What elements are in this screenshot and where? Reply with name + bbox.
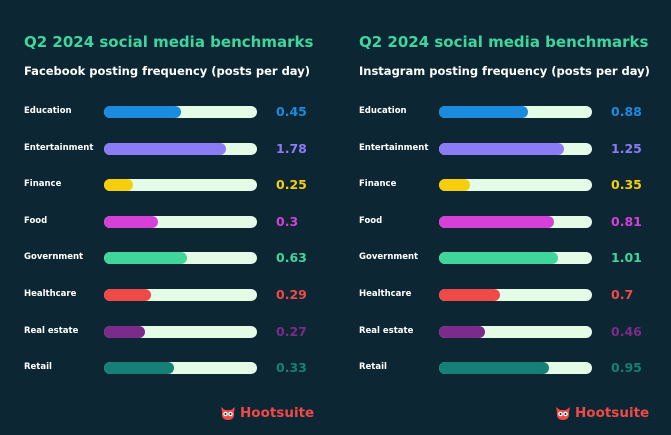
category-label: Finance [24,179,62,190]
bar-track [439,215,592,228]
logo-text: Hootsuite [240,405,315,421]
value-label: 0.27 [276,323,307,339]
bar [439,362,550,375]
bar [439,142,565,155]
bar [104,289,152,301]
chart-title: Q2 2024 social media benchmarks [359,33,649,51]
category-label: Real estate [359,325,414,336]
value-label: 0.25 [276,177,307,193]
bar [439,252,559,265]
category-label: Government [24,252,84,263]
bar-row: Entertainment 1.78 [24,140,324,156]
bar-track [104,325,257,338]
bar-row: Retail 0.95 [359,360,659,376]
bar [104,215,158,228]
bar [439,179,470,192]
bar-row: Food 0.3 [24,213,324,229]
value-label: 0.3 [276,213,299,229]
bar-track [104,179,257,192]
bar-row: Food 0.81 [359,213,659,229]
category-label: Finance [359,179,397,190]
bar-track [439,325,592,338]
value-label: 0.29 [276,287,307,302]
bar-track [439,179,592,192]
bar-track [104,106,257,118]
category-label: Entertainment [24,142,94,153]
value-label: 0.46 [611,323,642,339]
value-label: 0.45 [276,104,307,119]
category-label: Real estate [24,325,79,336]
category-label: Healthcare [24,289,77,299]
chart-subtitle: Facebook posting frequency (posts per da… [24,64,310,78]
bar-row: Real estate 0.27 [24,323,324,339]
value-label: 0.63 [276,250,307,266]
facebook-panel: Q2 2024 social media benchmarks Facebook… [0,0,335,435]
bar [439,289,501,301]
bar-row: Finance 0.35 [359,177,659,193]
value-label: 0.7 [611,287,634,302]
chart-title: Q2 2024 social media benchmarks [24,33,314,51]
category-label: Retail [24,362,52,373]
value-label: 0.35 [611,177,642,193]
category-label: Education [24,106,72,116]
owl-icon [556,406,570,420]
category-label: Government [359,252,419,263]
bar-track [439,362,592,375]
owl-icon [221,406,235,420]
bar-row: Real estate 0.46 [359,323,659,339]
value-label: 0.81 [611,213,642,229]
category-label: Retail [359,362,387,373]
value-label: 0.95 [611,360,642,376]
hootsuite-logo: Hootsuite [220,405,314,421]
bar-track [439,106,592,118]
value-label: 1.01 [611,250,642,266]
bar-row: Education 0.45 [24,104,324,119]
bar-track [104,362,257,375]
bar-track [104,142,257,155]
bar-track [439,289,592,301]
bar [104,362,175,375]
value-label: 1.25 [611,140,642,156]
bar [439,106,528,118]
bar [439,325,485,338]
hootsuite-logo: Hootsuite [555,405,649,421]
bar-track [104,215,257,228]
bar [104,252,187,265]
category-label: Entertainment [359,142,429,153]
bar-row: Finance 0.25 [24,177,324,193]
category-label: Education [359,106,407,116]
instagram-panel: Q2 2024 social media benchmarks Instagra… [335,0,670,435]
bar-track [439,252,592,265]
bar-row: Healthcare 0.29 [24,287,324,302]
bar-row: Retail 0.33 [24,360,324,376]
bar-row: Government 1.01 [359,250,659,266]
bar-row: Entertainment 1.25 [359,140,659,156]
bar-row: Government 0.63 [24,250,324,266]
bar [104,142,227,155]
value-label: 0.33 [276,360,307,376]
value-label: 0.88 [611,104,642,119]
bar-row: Education 0.88 [359,104,659,119]
bar-track [439,142,592,155]
category-label: Healthcare [359,289,412,299]
bar [104,106,181,118]
bar-track [104,289,257,301]
value-label: 1.78 [276,140,307,156]
bar [439,215,554,228]
category-label: Food [359,215,383,226]
bar-track [104,252,257,265]
category-label: Food [24,215,48,226]
bar [104,325,146,338]
bar-row: Healthcare 0.7 [359,287,659,302]
bar [104,179,134,192]
logo-text: Hootsuite [575,405,650,421]
chart-subtitle: Instagram posting frequency (posts per d… [359,64,650,78]
